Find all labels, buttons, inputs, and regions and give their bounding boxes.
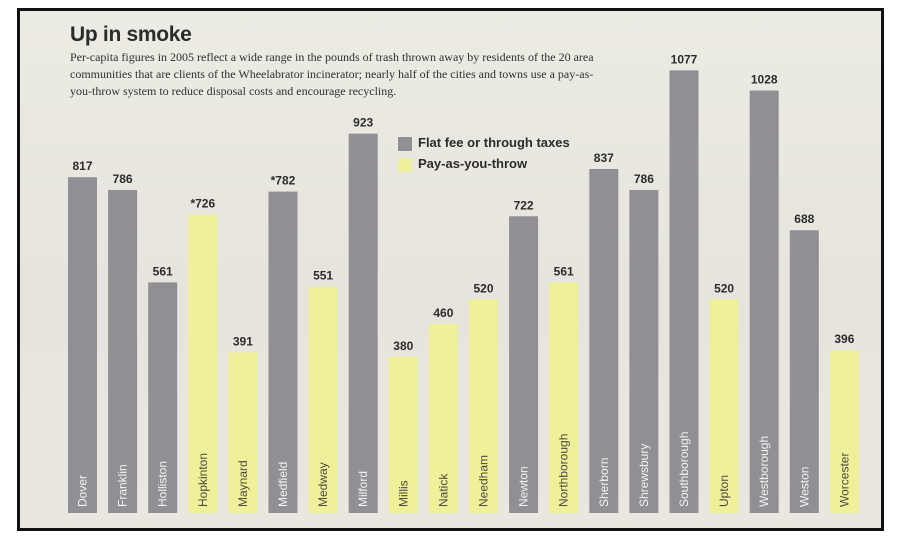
bar-maynard (228, 352, 258, 513)
bar-newton (509, 216, 539, 513)
bar-sherborn (589, 168, 619, 514)
value-label-hopkinton: *726 (190, 197, 215, 211)
bar-milford (348, 133, 378, 513)
category-label-upton: Upton (717, 475, 731, 507)
category-label-natick: Natick (436, 473, 450, 507)
value-label-natick: 460 (433, 306, 453, 320)
value-label-shrewsbury: 786 (634, 172, 654, 186)
value-label-southborough: 1077 (671, 52, 698, 66)
value-label-franklin: 786 (113, 172, 133, 186)
category-label-franklin: Franklin (116, 464, 130, 507)
category-label-hopkinton: Hopkinton (196, 453, 210, 507)
category-label-milford: Milford (356, 471, 370, 507)
bar-chart: 817 Dover 786 Franklin 561 Holliston *726 Hopki… (68, 52, 859, 514)
bar-northborough (549, 282, 579, 513)
category-label-newton: Newton (517, 466, 531, 507)
bar-medfield (268, 191, 298, 513)
value-label-newton: 722 (514, 198, 534, 212)
bar-medway (308, 286, 338, 513)
category-label-westborough: Westborough (757, 436, 771, 507)
bar-needham (469, 299, 498, 513)
category-label-holliston: Holliston (156, 461, 170, 507)
category-label-medfield: Medfield (276, 462, 290, 507)
value-label-medfield: *782 (271, 174, 296, 188)
category-label-shrewsbury: Shrewsbury (637, 444, 651, 507)
bar-upton (709, 299, 739, 513)
category-label-medway: Medway (316, 462, 330, 507)
value-label-milford: 923 (353, 116, 373, 130)
value-label-medway: 551 (313, 269, 333, 283)
legend-swatch-payt (398, 158, 412, 172)
bar-hopkinton (188, 214, 218, 513)
value-label-worcester: 396 (834, 332, 854, 346)
value-label-millis: 380 (393, 339, 413, 353)
legend-label-payt: Pay-as-you-throw (418, 156, 528, 171)
category-label-sherborn: Sherborn (597, 458, 611, 507)
category-label-dover: Dover (76, 475, 90, 507)
category-label-millis: Millis (396, 480, 410, 507)
bar-southborough (669, 70, 699, 513)
value-label-weston: 688 (794, 212, 814, 226)
bar-millis (388, 356, 418, 513)
bar-worcester (829, 350, 859, 513)
category-label-northborough: Northborough (557, 434, 571, 507)
chart-title: Up in smoke (70, 23, 192, 46)
value-label-westborough: 1028 (751, 72, 778, 86)
value-label-dover: 817 (72, 159, 92, 173)
bar-holliston (148, 282, 178, 513)
bar-shrewsbury (629, 189, 659, 514)
value-label-sherborn: 837 (594, 151, 614, 165)
value-label-holliston: 561 (153, 264, 173, 278)
chart-subtitle: Per-capita figures in 2005 reflect a wid… (70, 50, 594, 98)
legend-label-flat: Flat fee or through taxes (418, 135, 570, 150)
bar-dover (68, 177, 97, 513)
value-label-upton: 520 (714, 281, 734, 295)
bar-westborough (749, 90, 779, 513)
value-label-northborough: 561 (554, 264, 574, 278)
category-label-weston: Weston (797, 467, 811, 507)
bar-natick (428, 323, 458, 513)
value-label-maynard: 391 (233, 334, 253, 348)
legend-swatch-flat (398, 137, 412, 151)
category-label-southborough: Southborough (677, 432, 691, 507)
category-label-maynard: Maynard (236, 460, 250, 507)
category-label-worcester: Worcester (837, 453, 851, 507)
chart-frame: Up in smoke Per-capita figures in 2005 r… (17, 8, 884, 531)
value-label-needham: 520 (473, 281, 493, 295)
category-label-needham: Needham (477, 455, 491, 507)
bar-franklin (108, 189, 138, 514)
bar-weston (789, 230, 819, 513)
